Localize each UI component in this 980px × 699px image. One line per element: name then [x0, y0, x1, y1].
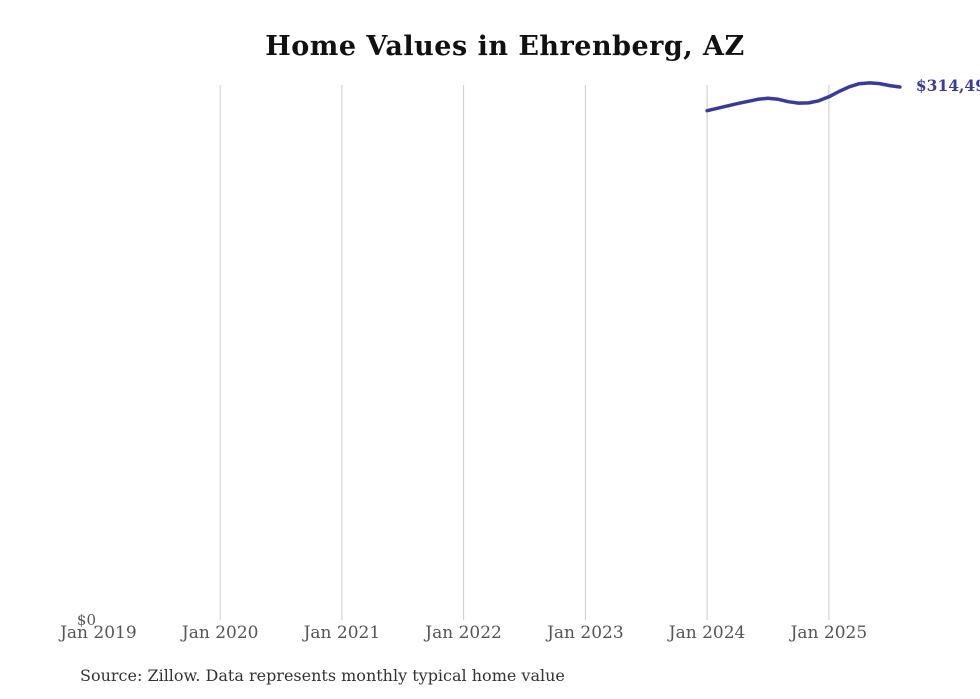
- x-tick-label: Jan 2019: [60, 623, 137, 643]
- x-tick-label: Jan 2020: [181, 623, 259, 643]
- x-tick-label: Jan 2021: [303, 623, 381, 643]
- source-note: Source: Zillow. Data represents monthly …: [80, 666, 565, 685]
- y-axis-zero-label: $0: [76, 611, 96, 629]
- home-value-line: [705, 81, 902, 113]
- gridlines: [219, 85, 830, 620]
- x-tick-label: Jan 2025: [790, 623, 868, 643]
- x-tick-label: Jan 2022: [425, 623, 502, 643]
- chart-title: Home Values in Ehrenberg, AZ: [265, 31, 745, 62]
- x-tick-label: Jan 2024: [668, 623, 746, 643]
- latest-value-label: $314,495: [915, 76, 980, 95]
- x-tick-label: Jan 2023: [547, 623, 624, 643]
